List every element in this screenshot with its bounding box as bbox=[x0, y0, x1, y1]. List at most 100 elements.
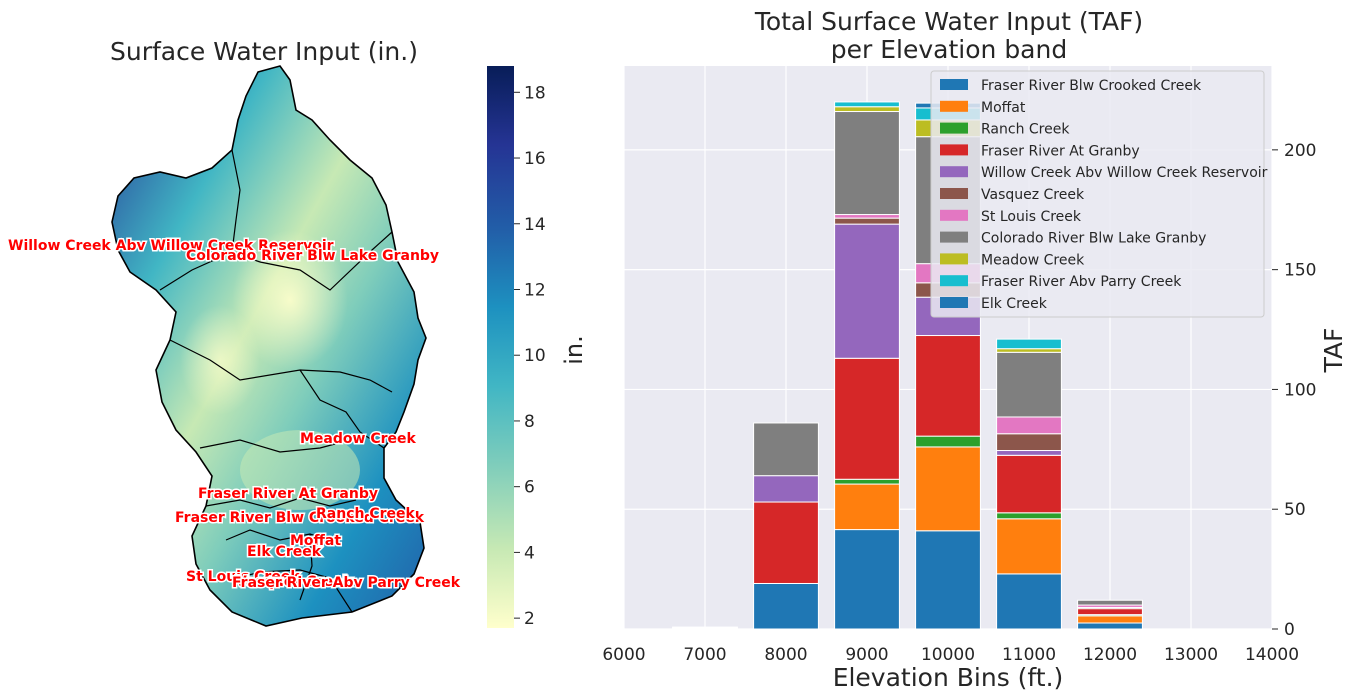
basin-label-fraser-granby: Fraser River At Granby bbox=[198, 486, 378, 502]
y-axis-label: TAF bbox=[1319, 328, 1348, 374]
bar-segment bbox=[996, 348, 1062, 353]
legend-label: Colorado River Blw Lake Granby bbox=[981, 231, 1206, 247]
bar-segment bbox=[996, 433, 1062, 452]
legend-label: Fraser River Blw Crooked Creek bbox=[981, 78, 1202, 94]
legend-label: Fraser River Abv Parry Creek bbox=[981, 274, 1182, 290]
basin-label-moffat: Moffat bbox=[290, 533, 341, 549]
colorbar-tick-label: 10 bbox=[524, 346, 546, 366]
bar-segment bbox=[834, 106, 900, 113]
x-tick-label: 6000 bbox=[602, 645, 645, 665]
y-tick-label: 200 bbox=[1284, 141, 1316, 161]
legend-label: Fraser River At Granby bbox=[981, 143, 1140, 159]
x-tick-label: 14000 bbox=[1245, 645, 1299, 665]
bar-segment bbox=[915, 335, 981, 437]
legend-swatch bbox=[940, 253, 968, 265]
basin-label-fraser-parry: Fraser River Abv Parry Creek bbox=[232, 575, 461, 591]
bar-segment bbox=[672, 626, 738, 629]
basin-label-ranch-creek: Ranch Creek bbox=[316, 506, 416, 522]
basin-label-meadow-creek: Meadow Creek bbox=[300, 431, 416, 447]
bar-segment bbox=[834, 101, 900, 108]
bar-segment bbox=[834, 223, 900, 359]
legend-label: Moffat bbox=[981, 100, 1026, 116]
y-tick-label: 0 bbox=[1284, 620, 1295, 640]
basin-labels: Willow Creek Abv Willow Creek Reservoir … bbox=[7, 237, 463, 593]
legend-swatch bbox=[940, 209, 968, 221]
bar-segment bbox=[996, 450, 1062, 456]
bar-segment bbox=[915, 435, 981, 448]
legend-swatch bbox=[940, 231, 968, 243]
basin-label-willow-creek: Willow Creek Abv Willow Creek Reservoir bbox=[8, 238, 334, 254]
colorbar-tick-label: 2 bbox=[524, 609, 535, 629]
bar-segment bbox=[1077, 622, 1143, 630]
bar-segment bbox=[834, 357, 900, 480]
bar-segment bbox=[753, 501, 819, 584]
bar-segment bbox=[834, 483, 900, 531]
bar-segment bbox=[915, 446, 981, 532]
bar-segment bbox=[753, 422, 819, 477]
basin-label-colorado-river: Colorado River Blw Lake Granby bbox=[186, 248, 439, 264]
x-tick-label: 7000 bbox=[683, 645, 726, 665]
legend-label: Ranch Creek bbox=[981, 122, 1070, 138]
colorbar-tick-label: 18 bbox=[524, 83, 546, 103]
colorbar-tick-label: 6 bbox=[524, 478, 535, 498]
basin-map bbox=[111, 65, 427, 627]
bar-segment bbox=[996, 454, 1062, 514]
bar-segment bbox=[996, 512, 1062, 520]
legend: Fraser River Blw Crooked Creek Moffat Ranc… bbox=[930, 70, 1268, 318]
colorbar-tick-label: 16 bbox=[524, 149, 546, 169]
bar-segment bbox=[915, 530, 981, 630]
bar-segment bbox=[996, 518, 1062, 575]
map-panel: Surface Water Input (in.) Willow Creek A… bbox=[7, 37, 589, 629]
chart-title: Total Surface Water Input (TAF) bbox=[754, 7, 1143, 36]
basin-label-fraser-crooked: Fraser River Blw Crooked Creek bbox=[175, 510, 425, 526]
bar-segment bbox=[834, 529, 900, 630]
legend-label: Meadow Creek bbox=[981, 252, 1085, 268]
legend-swatch bbox=[940, 79, 968, 90]
x-axis-label: Elevation Bins (ft.) bbox=[833, 663, 1064, 692]
fraser-valley-area bbox=[240, 430, 360, 510]
sub-basin-boundaries bbox=[159, 149, 393, 613]
legend-swatch bbox=[940, 297, 968, 308]
bar-segment bbox=[996, 416, 1062, 435]
legend-label: St Louis Creek bbox=[981, 209, 1082, 225]
x-tick-label: 8000 bbox=[764, 645, 807, 665]
bar-segment bbox=[996, 351, 1062, 418]
basin-label-elk-creek: Elk Creek bbox=[247, 544, 322, 560]
x-tick-labels: 6000 7000 8000 9000 10000 11000 12000 13000 1400… bbox=[602, 645, 1299, 665]
colorbar-gradient bbox=[487, 66, 514, 628]
bar-segment bbox=[753, 475, 819, 503]
bar-segment bbox=[834, 111, 900, 216]
colorbar-tick-label: 12 bbox=[524, 280, 546, 300]
colorbar-tick-label: 4 bbox=[524, 543, 535, 563]
bar-segment bbox=[834, 217, 900, 225]
bar-segment bbox=[753, 582, 819, 630]
legend-box bbox=[930, 70, 1265, 318]
colorbar-tick-label: 8 bbox=[524, 412, 535, 432]
colorbar-ticks: 2 4 6 8 10 12 14 16 18 bbox=[514, 83, 546, 629]
y-tick-label: 50 bbox=[1284, 500, 1306, 520]
y-tick-label: 100 bbox=[1284, 380, 1316, 400]
x-tick-label: 10000 bbox=[921, 645, 975, 665]
map-title: Surface Water Input (in.) bbox=[110, 37, 418, 66]
legend-swatch bbox=[940, 144, 968, 156]
legend-swatch bbox=[940, 100, 968, 112]
legend-label: Vasquez Creek bbox=[981, 187, 1085, 203]
legend-entries: Fraser River Blw Crooked Creek Moffat Ranc… bbox=[940, 78, 1268, 312]
legend-swatch bbox=[940, 166, 968, 178]
y-tick-label: 150 bbox=[1284, 261, 1316, 281]
colorbar-tick-label: 14 bbox=[524, 215, 546, 235]
x-tick-label: 9000 bbox=[845, 645, 888, 665]
colorbar: 2 4 6 8 10 12 14 16 18 in. bbox=[487, 66, 588, 629]
bar-segment bbox=[996, 338, 1062, 350]
x-tick-label: 13000 bbox=[1164, 645, 1218, 665]
bar-chart-panel: Total Surface Water Input (TAF) per Elev… bbox=[602, 7, 1348, 692]
bar-segment bbox=[1077, 599, 1143, 606]
legend-label: Elk Creek bbox=[981, 296, 1048, 312]
bar-segment bbox=[834, 214, 900, 219]
bar-segment bbox=[834, 478, 900, 485]
y-tick-labels: 0 50 100 150 200 bbox=[1272, 141, 1316, 640]
bar-segment bbox=[1077, 615, 1143, 624]
chart-subtitle: per Elevation band bbox=[831, 35, 1067, 64]
legend-swatch bbox=[940, 275, 968, 287]
